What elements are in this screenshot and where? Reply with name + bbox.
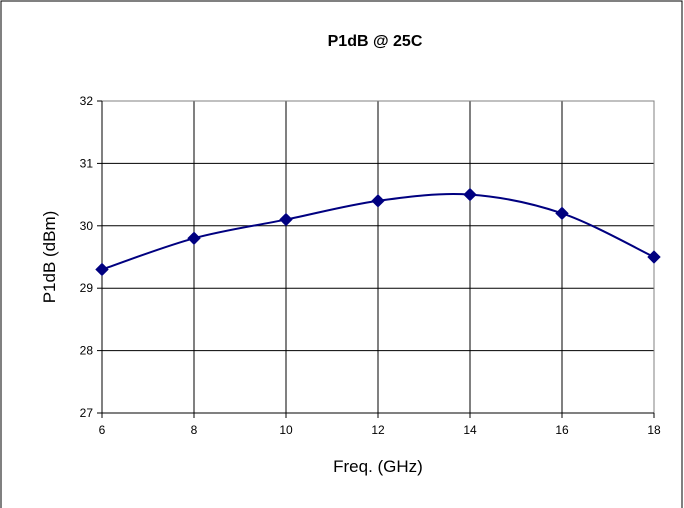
y-tick-label: 29 <box>80 281 94 295</box>
y-tick-label: 28 <box>80 344 94 358</box>
x-tick-label: 18 <box>647 423 661 437</box>
x-tick-label: 16 <box>555 423 569 437</box>
y-tick-label: 27 <box>80 406 94 420</box>
x-tick-label: 14 <box>463 423 477 437</box>
x-tick-label: 8 <box>191 423 198 437</box>
x-axis-title: Freq. (GHz) <box>333 457 423 476</box>
data-point-marker <box>555 206 569 221</box>
x-tick-label: 6 <box>99 423 106 437</box>
data-point-marker <box>371 194 385 208</box>
x-tick-label: 10 <box>279 423 293 437</box>
grid-lines <box>102 100 655 413</box>
y-axis-title: P1dB (dBm) <box>40 211 59 304</box>
data-point-marker <box>647 250 661 264</box>
chart-title: P1dB @ 25C <box>328 33 423 50</box>
marker-layer <box>95 187 661 277</box>
y-tick-label: 32 <box>80 94 94 108</box>
y-tick-label: 30 <box>80 219 94 233</box>
tick-labels: 6 8 10 12 14 16 18 27 28 29 30 31 32 <box>80 94 661 437</box>
data-point-marker <box>279 212 293 227</box>
x-tick-label: 12 <box>371 423 385 437</box>
data-point-marker <box>187 231 201 245</box>
y-tick-label: 31 <box>80 156 94 170</box>
axes <box>97 100 655 418</box>
data-point-marker <box>95 262 109 277</box>
data-point-marker <box>463 187 477 202</box>
